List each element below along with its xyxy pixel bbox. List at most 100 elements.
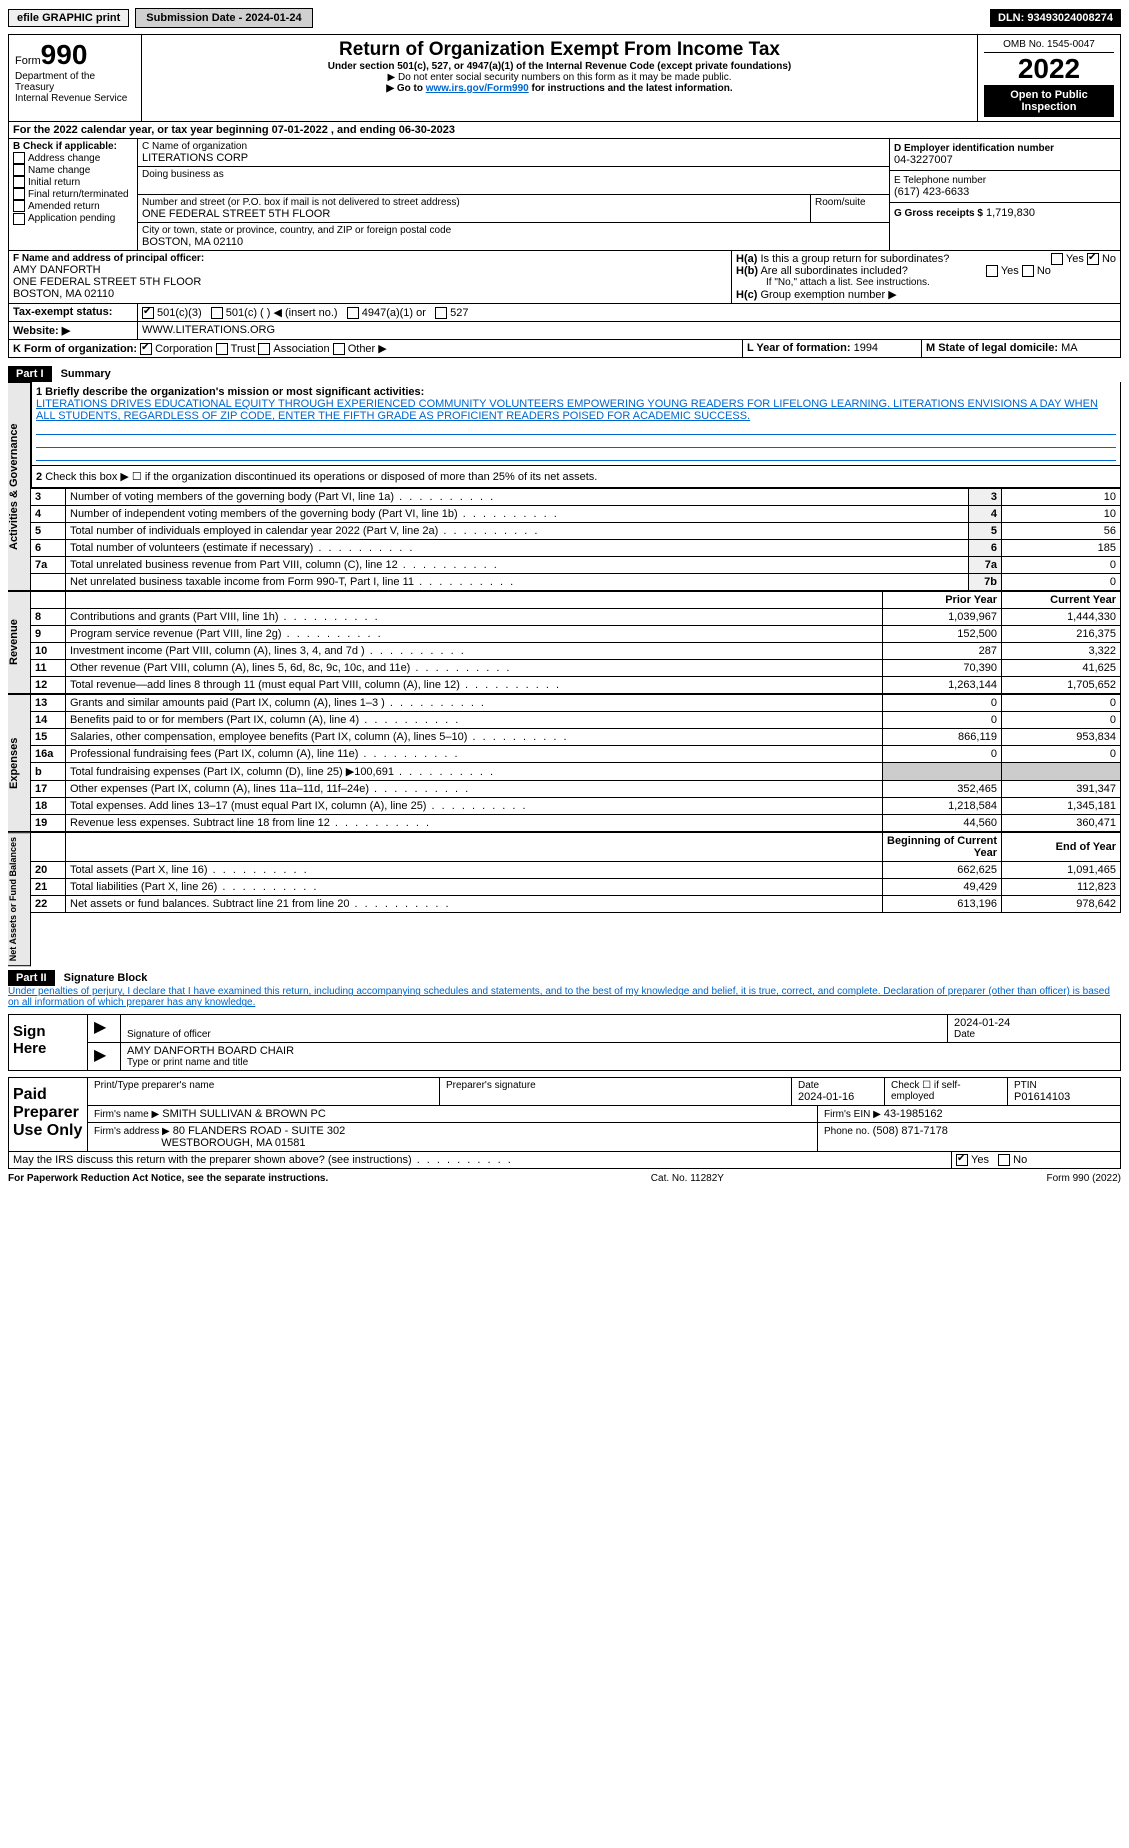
check-501c[interactable]	[211, 307, 223, 319]
tax-year: 2022	[984, 53, 1114, 85]
form-note-ssn: ▶ Do not enter social security numbers o…	[148, 72, 971, 83]
ha-no[interactable]	[1087, 253, 1099, 265]
col-prior: Prior Year	[883, 592, 1002, 609]
table-row: 6Total number of volunteers (estimate if…	[31, 540, 1121, 557]
check-amended[interactable]: Amended return	[13, 200, 133, 212]
form-header: Form990 Department of the Treasury Inter…	[8, 34, 1121, 122]
check-trust[interactable]	[216, 343, 228, 355]
typed-name-label: Type or print name and title	[127, 1057, 1114, 1068]
revenue-table: Prior YearCurrent Year 8Contributions an…	[31, 591, 1121, 694]
table-row: 22Net assets or fund balances. Subtract …	[31, 896, 1121, 913]
table-row: 12Total revenue—add lines 8 through 11 (…	[31, 677, 1121, 694]
declaration-text: Under penalties of perjury, I declare th…	[8, 986, 1121, 1008]
i-label: Tax-exempt status:	[9, 304, 138, 321]
sign-here-label: Sign Here	[9, 1015, 88, 1070]
firm-addr2: WESTBOROUGH, MA 01581	[161, 1137, 305, 1149]
firm-addr1: 80 FLANDERS ROAD - SUITE 302	[173, 1125, 345, 1137]
part1-title: Summary	[61, 368, 111, 380]
prep-self-employed[interactable]: Check ☐ if self-employed	[885, 1078, 1008, 1105]
table-row: 10Investment income (Part VIII, column (…	[31, 643, 1121, 660]
year-formation: 1994	[854, 342, 878, 354]
l-label: L Year of formation:	[747, 342, 851, 354]
form-number: 990	[41, 39, 88, 70]
check-assoc[interactable]	[258, 343, 270, 355]
net-assets-table: Beginning of Current YearEnd of Year 20T…	[31, 832, 1121, 913]
klm-row: K Form of organization: Corporation Trus…	[8, 340, 1121, 358]
m-label: M State of legal domicile:	[926, 342, 1058, 354]
page-footer: For Paperwork Reduction Act Notice, see …	[8, 1173, 1121, 1184]
firm-addr-label: Firm's address ▶	[94, 1126, 170, 1137]
discuss-yes[interactable]	[956, 1154, 968, 1166]
dba-label: Doing business as	[142, 169, 885, 180]
table-row: 9Program service revenue (Part VIII, lin…	[31, 626, 1121, 643]
prep-sig-label: Preparer's signature	[446, 1080, 785, 1091]
ein-value: 04-3227007	[894, 154, 1116, 166]
check-address-change[interactable]: Address change	[13, 152, 133, 164]
col-current: Current Year	[1002, 592, 1121, 609]
part1-header: Part I	[8, 366, 52, 382]
check-4947[interactable]	[347, 307, 359, 319]
table-row: 7aTotal unrelated business revenue from …	[31, 557, 1121, 574]
top-bar: efile GRAPHIC print Submission Date - 20…	[8, 8, 1121, 28]
ptin-label: PTIN	[1014, 1080, 1114, 1091]
line2-text: Check this box ▶ ☐ if the organization d…	[45, 471, 597, 483]
expenses-table: 13Grants and similar amounts paid (Part …	[31, 694, 1121, 832]
efile-label: efile GRAPHIC print	[8, 9, 129, 27]
table-row: 5Total number of individuals employed in…	[31, 523, 1121, 540]
mission-text: LITERATIONS DRIVES EDUCATIONAL EQUITY TH…	[36, 398, 1116, 422]
check-final-return[interactable]: Final return/terminated	[13, 188, 133, 200]
check-app-pending[interactable]: Application pending	[13, 212, 133, 224]
check-initial-return[interactable]: Initial return	[13, 176, 133, 188]
submission-date-button[interactable]: Submission Date - 2024-01-24	[135, 8, 312, 28]
website-value: WWW.LITERATIONS.ORG	[142, 324, 275, 336]
table-row: 11Other revenue (Part VIII, column (A), …	[31, 660, 1121, 677]
expenses-section: Expenses 13Grants and similar amounts pa…	[8, 694, 1121, 832]
form-subtitle: Under section 501(c), 527, or 4947(a)(1)…	[148, 61, 971, 72]
street-label: Number and street (or P.O. box if mail i…	[142, 197, 806, 208]
ha-yes[interactable]	[1051, 253, 1063, 265]
table-row: Net unrelated business taxable income fr…	[31, 574, 1121, 591]
c-name-label: C Name of organization	[142, 141, 885, 152]
footer-right: Form 990 (2022)	[1047, 1173, 1121, 1184]
officer-addr1: ONE FEDERAL STREET 5TH FLOOR	[13, 276, 727, 288]
table-row: 8Contributions and grants (Part VIII, li…	[31, 609, 1121, 626]
net-assets-section: Net Assets or Fund Balances Beginning of…	[8, 832, 1121, 966]
city-value: BOSTON, MA 02110	[142, 236, 885, 248]
goto-pre: ▶ Go to	[386, 83, 425, 94]
j-label: Website: ▶	[9, 322, 138, 339]
mission-label: 1 Briefly describe the organization's mi…	[36, 386, 1116, 398]
footer-left: For Paperwork Reduction Act Notice, see …	[8, 1173, 328, 1184]
check-corp[interactable]	[140, 343, 152, 355]
irs-link[interactable]: www.irs.gov/Form990	[426, 83, 529, 94]
phone-label: E Telephone number	[894, 175, 1116, 186]
irs-label: Internal Revenue Service	[15, 93, 135, 104]
firm-ein: 43-1985162	[884, 1108, 943, 1120]
f-label: F Name and address of principal officer:	[13, 253, 727, 264]
check-501c3[interactable]	[142, 307, 154, 319]
table-row: 14Benefits paid to or for members (Part …	[31, 712, 1121, 729]
table-row: 15Salaries, other compensation, employee…	[31, 729, 1121, 746]
dept-label: Department of the Treasury	[15, 71, 135, 93]
table-row: 18Total expenses. Add lines 13–17 (must …	[31, 798, 1121, 815]
city-label: City or town, state or province, country…	[142, 225, 885, 236]
firm-label: Firm's name ▶	[94, 1109, 159, 1120]
activities-governance-section: Activities & Governance 1 Briefly descri…	[8, 382, 1121, 591]
table-row: bTotal fundraising expenses (Part IX, co…	[31, 763, 1121, 781]
table-row: 17Other expenses (Part IX, column (A), l…	[31, 781, 1121, 798]
hb-no[interactable]	[1022, 265, 1034, 277]
org-name: LITERATIONS CORP	[142, 152, 885, 164]
check-527[interactable]	[435, 307, 447, 319]
discuss-text: May the IRS discuss this return with the…	[13, 1154, 412, 1166]
sig-date-label: Date	[954, 1029, 1114, 1040]
sig-officer-label: Signature of officer	[127, 1029, 941, 1040]
prep-name-label: Print/Type preparer's name	[94, 1080, 433, 1091]
goto-post: for instructions and the latest informat…	[529, 83, 733, 94]
check-other[interactable]	[333, 343, 345, 355]
activities-governance-label: Activities & Governance	[8, 382, 31, 591]
discuss-no[interactable]	[998, 1154, 1010, 1166]
check-name-change[interactable]: Name change	[13, 164, 133, 176]
hb-yes[interactable]	[986, 265, 998, 277]
street-value: ONE FEDERAL STREET 5TH FLOOR	[142, 208, 806, 220]
sign-here-block: Sign Here ▶ Signature of officer 2024-01…	[8, 1014, 1121, 1071]
part2-header: Part II	[8, 970, 55, 986]
